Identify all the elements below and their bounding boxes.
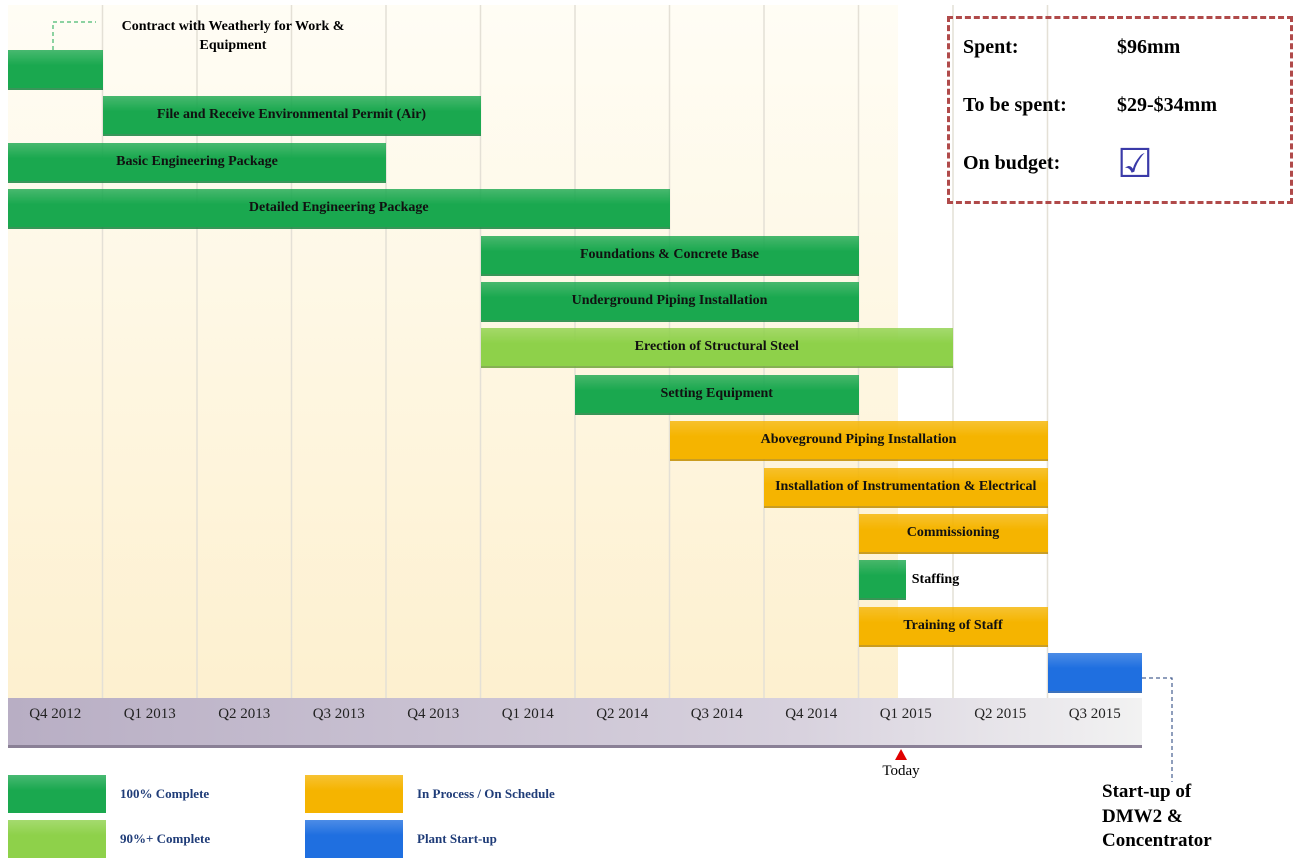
task-bar: [8, 50, 103, 90]
legend-label: 90%+ Complete: [120, 831, 211, 846]
quarter-label: Q4 2013: [407, 706, 460, 722]
budget-value: $96mm: [1117, 36, 1181, 58]
connector: [52, 21, 96, 50]
quarter-label: Q1 2015: [879, 706, 932, 722]
task-bar: Foundations & Concrete Base: [480, 235, 859, 276]
legend-label: 100% Complete: [120, 786, 210, 801]
quarter-label: Q2 2015: [974, 706, 1027, 722]
today-label: Today: [882, 763, 920, 779]
legend-swatch: [8, 775, 106, 813]
task-bar: [858, 560, 906, 601]
task-bar: Training of Staff: [858, 606, 1048, 647]
budget-label: Spent:: [963, 36, 1019, 58]
task-bar: Commissioning: [858, 514, 1048, 554]
task-bar: Installation of Instrumentation & Electr…: [764, 467, 1048, 508]
budget-box: [947, 16, 1293, 204]
budget-label: To be spent:: [963, 94, 1067, 116]
legend-label: Plant Start-up: [417, 831, 497, 846]
task-bar: [1047, 653, 1142, 693]
legend-swatch: [305, 820, 403, 858]
task-label: Start-up of DMW2 & Concentrator: [1102, 781, 1212, 852]
task-bar: File and Receive Environmental Permit (A…: [102, 96, 481, 137]
budget-value: ☑: [1117, 141, 1153, 186]
task-bar: Basic Engineering Package: [8, 142, 386, 183]
task-bar: Underground Piping Installation: [480, 282, 859, 322]
connector: [1142, 677, 1173, 782]
quarter-label: Q4 2014: [785, 706, 838, 722]
task-bar: Setting Equipment: [575, 374, 859, 415]
budget-label: On budget:: [963, 152, 1061, 174]
quarter-label: Q2 2013: [218, 706, 271, 722]
quarter-label: Q3 2013: [312, 706, 365, 722]
quarter-label: Q1 2013: [123, 706, 176, 722]
task-label: Contract with Weatherly for Work & Equip…: [121, 19, 345, 53]
task-label: Staffing: [911, 572, 960, 588]
quarter-label: Q1 2014: [501, 706, 554, 722]
budget-value: $29-$34mm: [1117, 94, 1217, 116]
quarter-label: Q2 2014: [596, 706, 649, 722]
quarter-label: Q3 2014: [690, 706, 743, 722]
task-bar: Erection of Structural Steel: [480, 328, 953, 369]
quarter-label: Q4 2012: [29, 706, 82, 722]
legend-label: In Process / On Schedule: [417, 786, 555, 801]
quarter-label: Q3 2015: [1068, 706, 1121, 722]
legend-swatch: [8, 820, 106, 858]
time-axis: [8, 698, 1142, 748]
legend-swatch: [305, 775, 403, 813]
task-bar: Aboveground Piping Installation: [669, 421, 1048, 462]
task-bar: Detailed Engineering Package: [8, 189, 670, 230]
today-marker: [895, 749, 908, 760]
